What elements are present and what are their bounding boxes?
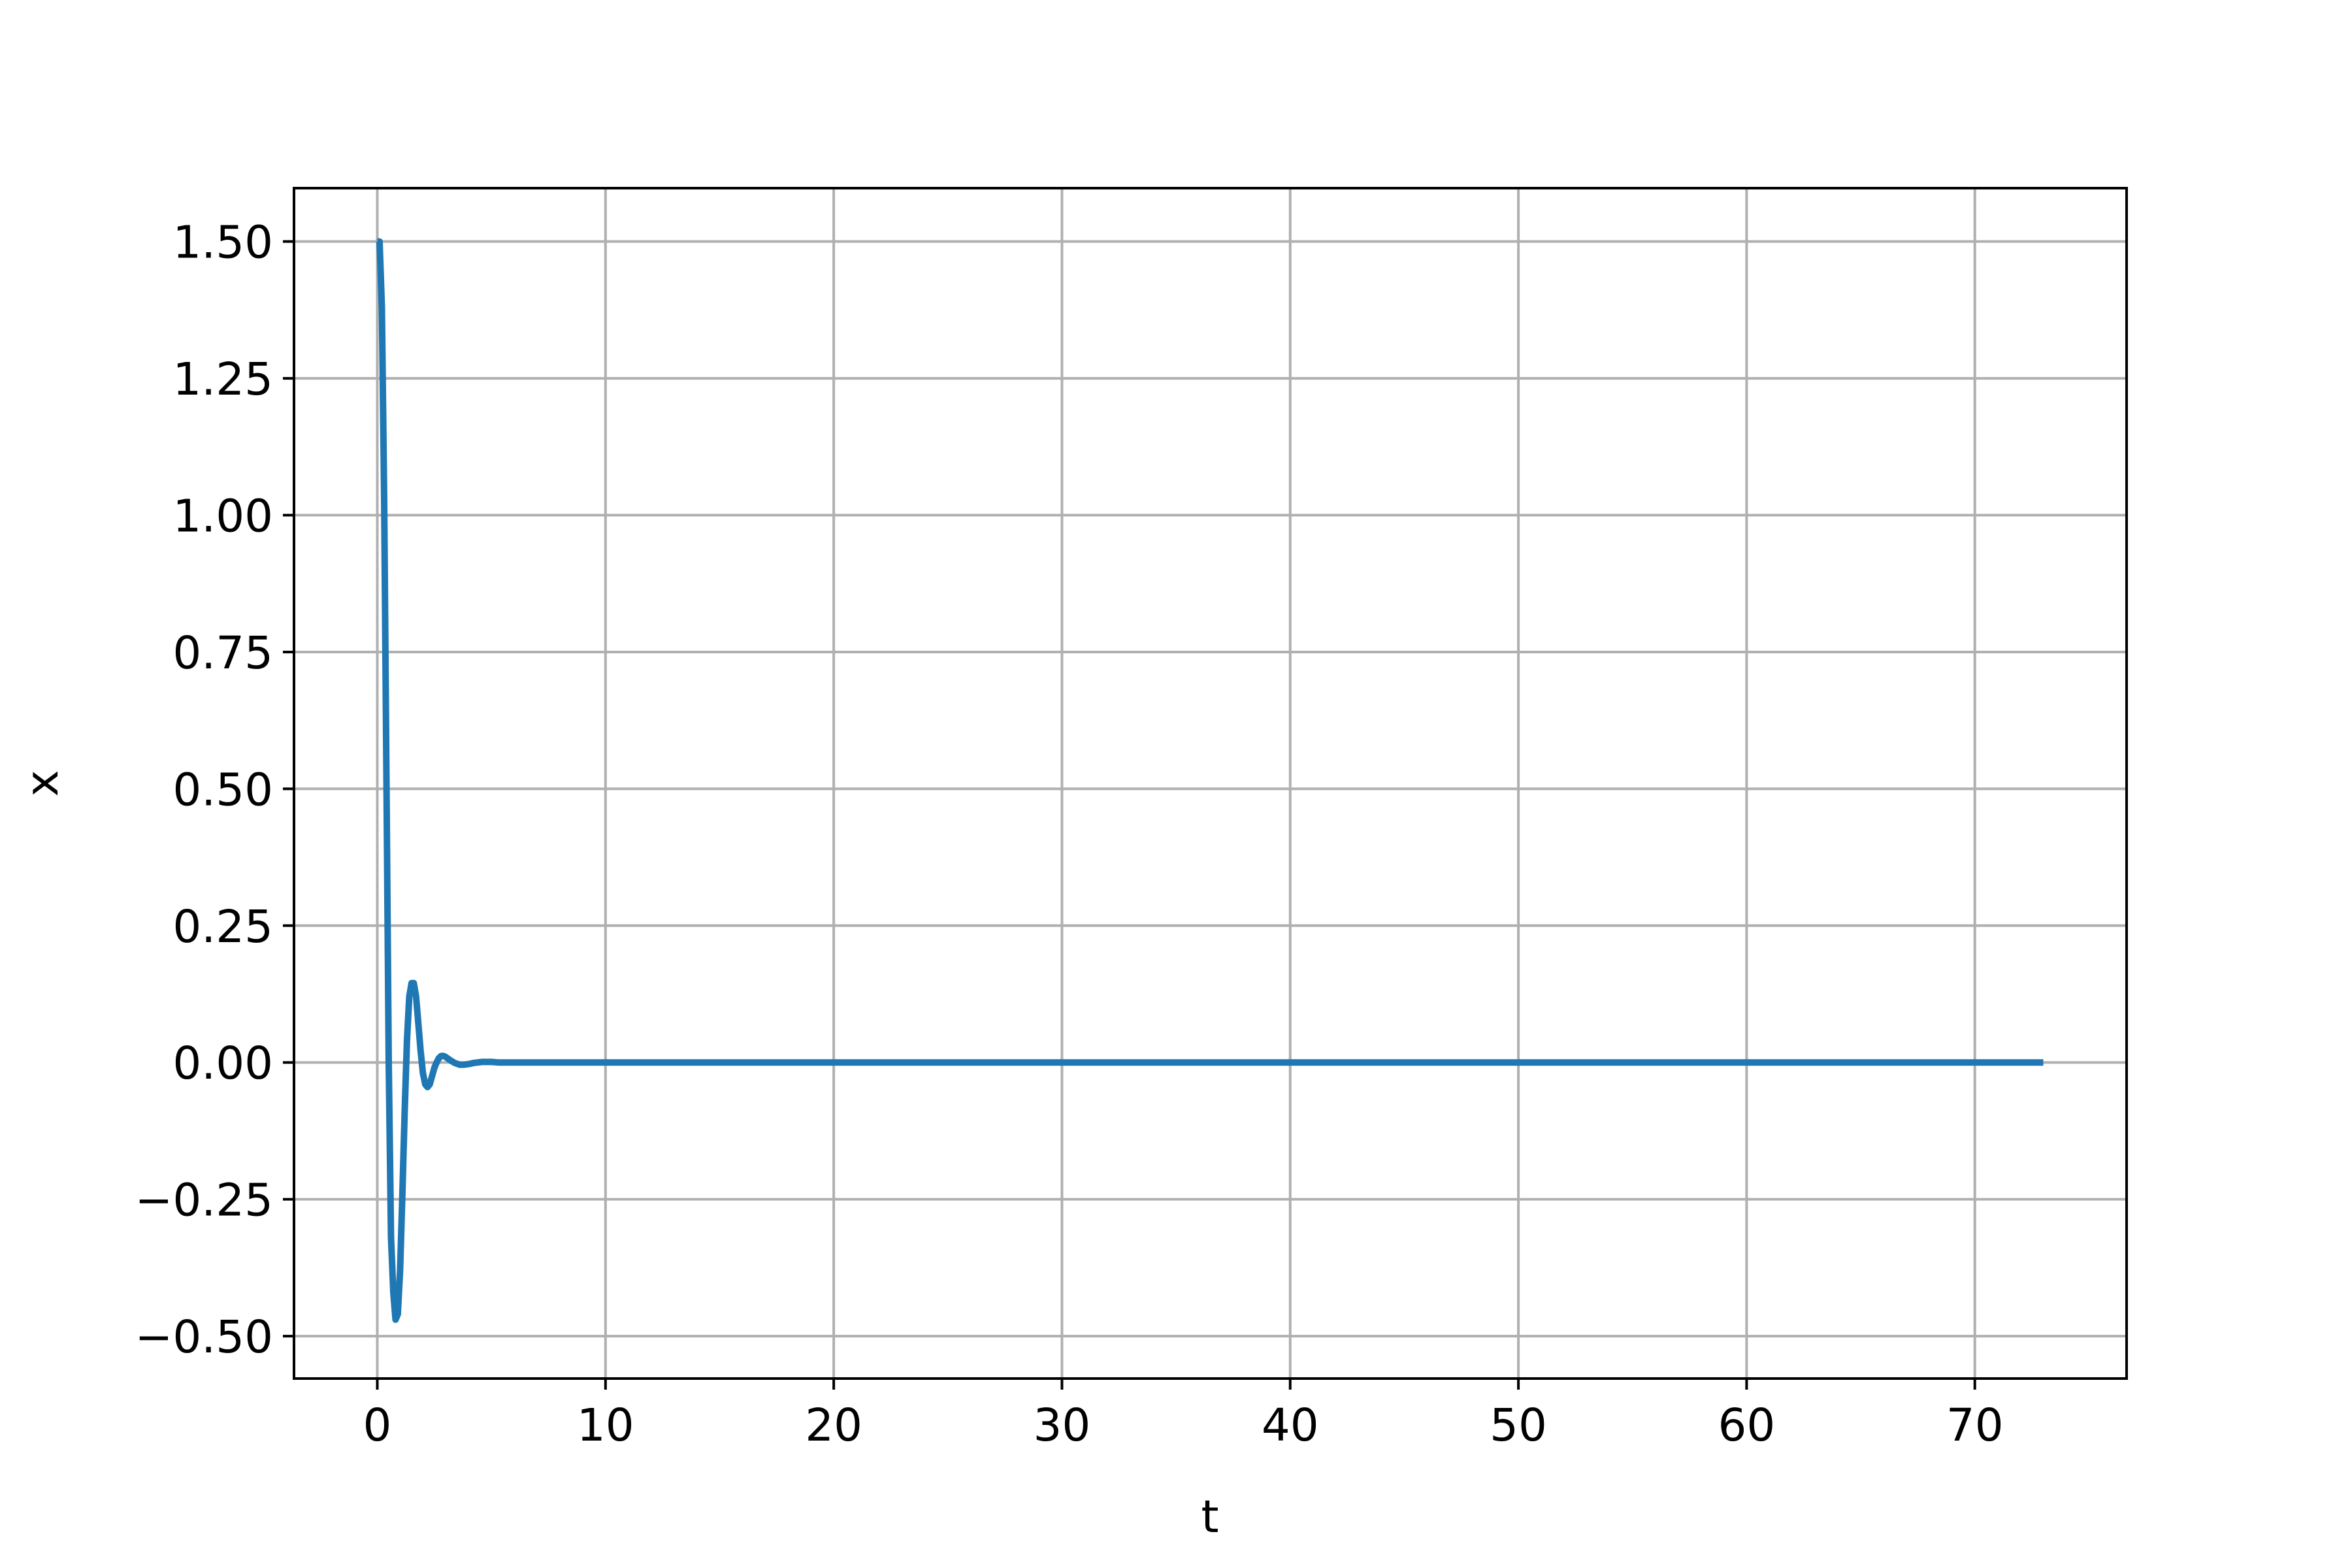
x-axis-label: t xyxy=(1201,1491,1218,1543)
y-tick-label: 0.75 xyxy=(172,627,273,679)
x-tick-label: 10 xyxy=(577,1399,634,1452)
x-tick-label: 0 xyxy=(363,1399,392,1452)
y-axis: −0.50 −0.25 0.00 0.25 0.50 0.75 1.00 1.25 1.50 xyxy=(135,217,294,1364)
y-tick-label: 0.50 xyxy=(172,764,273,816)
x-tick-label: 60 xyxy=(1718,1399,1775,1452)
y-tick-label: 1.25 xyxy=(172,353,273,406)
x-tick-label: 20 xyxy=(805,1399,862,1452)
x-axis: 0 10 20 30 40 50 60 70 xyxy=(363,1379,2004,1452)
x-tick-label: 30 xyxy=(1034,1399,1091,1452)
x-tick-label: 40 xyxy=(1262,1399,1319,1452)
y-tick-label: 0.25 xyxy=(172,901,273,953)
series-layer xyxy=(376,238,2044,1323)
y-tick-label: −0.25 xyxy=(135,1175,273,1227)
series-line xyxy=(376,238,2044,1323)
y-tick-label: 1.00 xyxy=(172,491,273,543)
y-tick-label: 0.00 xyxy=(172,1037,273,1090)
y-axis-label: x xyxy=(16,770,69,797)
x-tick-label: 50 xyxy=(1490,1399,1547,1452)
x-tick-label: 70 xyxy=(1946,1399,2004,1452)
y-tick-label: −0.50 xyxy=(135,1311,273,1364)
plot-frame xyxy=(293,187,2128,1380)
y-tick-label: 1.50 xyxy=(172,217,273,269)
